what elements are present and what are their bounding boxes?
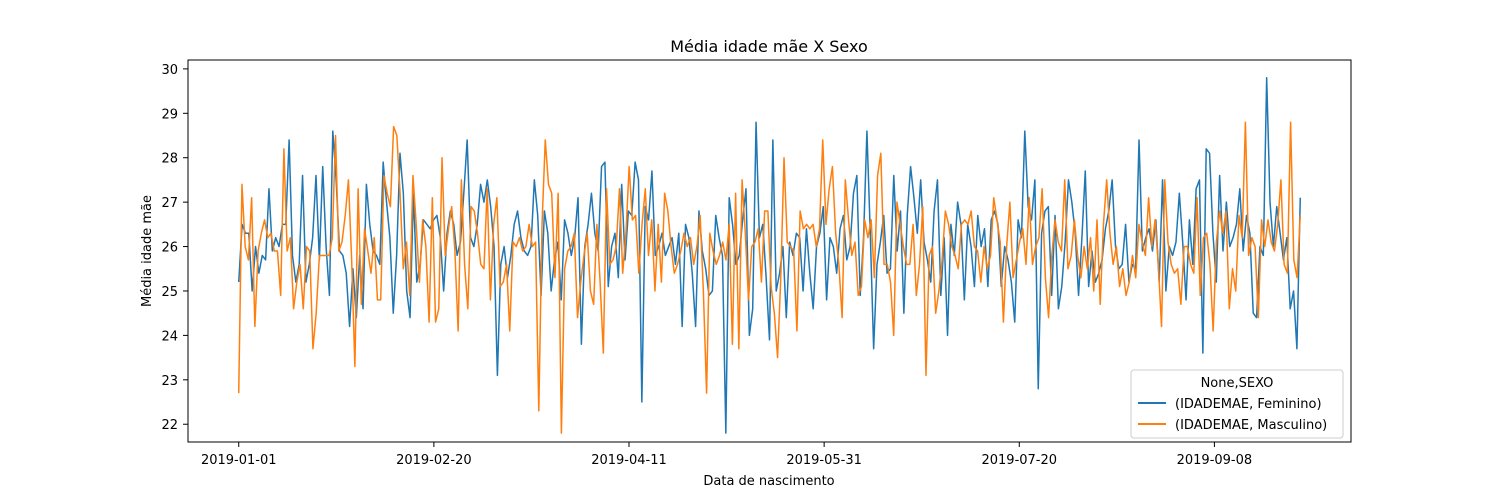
x-axis-label: Data de nascimento [703,474,834,489]
x-tick-label: 2019-05-31 [786,453,862,468]
y-tick-label: 26 [161,241,178,256]
legend-box [1130,369,1344,439]
legend-entry-masculino: (IDADEMAE, Masculino) [1175,418,1327,433]
x-axis: 2019-01-01 2019-02-20 2019-04-11 2019-05-31… [201,442,1252,468]
y-tick-label: 24 [161,329,178,344]
y-tick-label: 22 [161,418,178,433]
y-axis-label: Média idade mãe [140,195,155,307]
x-tick-label: 2019-04-11 [591,453,667,468]
series-layer [237,77,1302,434]
y-tick-label: 27 [161,196,178,211]
x-tick-label: 2019-07-20 [981,453,1057,468]
plot-frame [187,59,1352,443]
x-tick-label: 2019-01-01 [201,453,277,468]
y-tick-label: 25 [161,285,178,300]
series-line-masculino [237,121,1302,434]
series-line-feminino [237,77,1302,434]
y-tick-label: 23 [161,374,178,389]
x-tick-label: 2019-09-08 [1177,453,1253,468]
x-tick-label: 2019-02-20 [396,453,472,468]
y-tick-label: 30 [161,63,178,78]
y-tick-label: 29 [161,107,178,122]
legend: None,SEXO (IDADEMAE, Feminino) (IDADEMAE… [1130,369,1344,439]
chart-title: Média idade mãe X Sexo [670,37,867,56]
legend-entry-feminino: (IDADEMAE, Feminino) [1175,397,1322,412]
y-axis: 22 23 24 25 26 27 28 29 30 [161,63,188,433]
y-tick-label: 28 [161,152,178,167]
legend-title: None,SEXO [1201,376,1274,391]
